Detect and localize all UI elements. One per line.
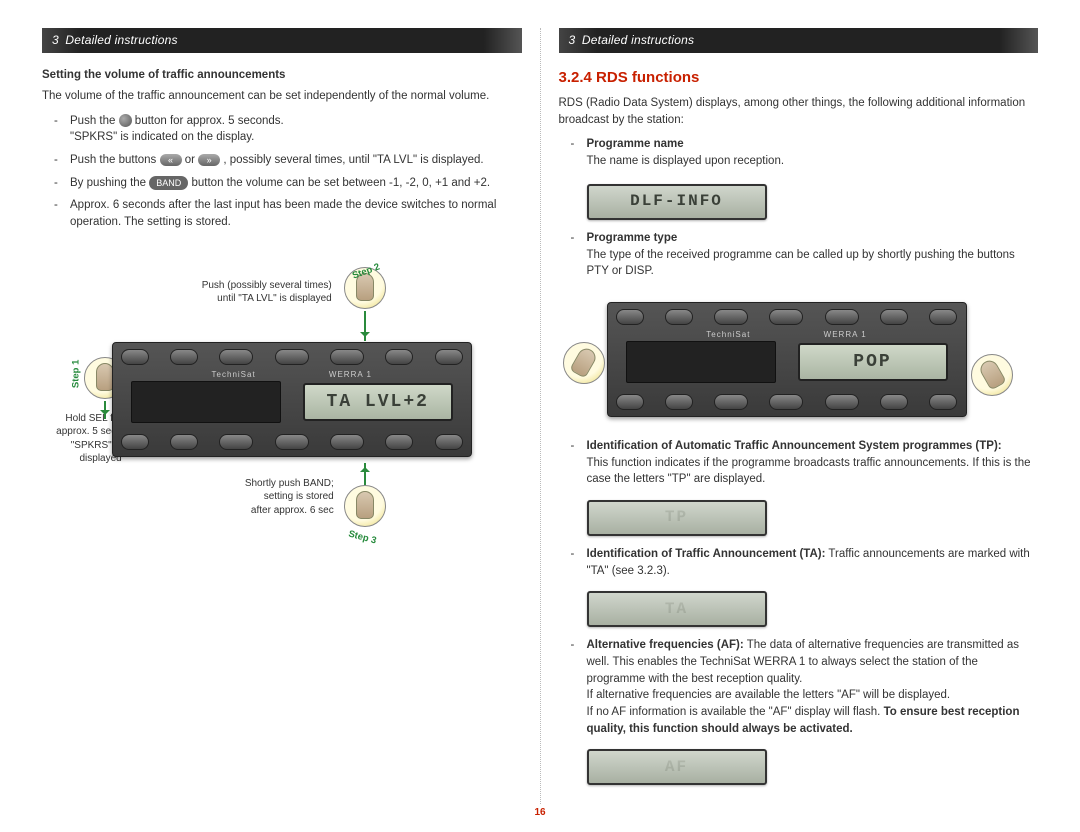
lcd-display-blank: AF — [587, 749, 767, 785]
af-label: Alternative frequencies (AF): — [587, 639, 744, 651]
rds-list: Programme type The type of the received … — [559, 230, 1039, 286]
caption-line: Hold SEL for — [44, 412, 122, 426]
progtype-text: The type of the received programme can b… — [587, 249, 1015, 278]
af-text3: If no AF information is available the "A… — [587, 706, 884, 718]
list-item: Programme type The type of the received … — [577, 230, 1039, 280]
caption-line: approx. 5 sec.; — [44, 425, 122, 439]
tp-text: This function indicates if the programme… — [587, 457, 1031, 486]
radio-device-illustration: TechniSat WERRA 1 POP — [607, 302, 967, 417]
subheading: Setting the volume of traffic announceme… — [42, 67, 522, 84]
rds-list: Alternative frequencies (AF): The data o… — [559, 637, 1039, 743]
lcd-display-blank: TP — [587, 500, 767, 536]
lcd-display-blank: TA — [587, 591, 767, 627]
prev-button-icon: « — [160, 154, 182, 166]
arrow-icon — [364, 311, 366, 341]
cassette-slot-icon — [626, 341, 776, 383]
caption-line: Shortly push BAND; — [164, 477, 334, 491]
intro-text: The volume of the traffic announcement c… — [42, 88, 522, 105]
model-label: WERRA 1 — [329, 370, 372, 379]
right-column: 3 Detailed instructions 3.2.4 RDS functi… — [541, 28, 1057, 804]
progname-text: The name is displayed upon reception. — [587, 155, 785, 167]
radio-device-illustration: TechniSat WERRA 1 TA LVL+2 — [112, 342, 472, 457]
rds-list: Programme name The name is displayed upo… — [559, 136, 1039, 175]
list-item: Programme name The name is displayed upo… — [577, 136, 1039, 169]
progtype-label: Programme type — [587, 232, 678, 244]
tp-label: Identification of Automatic Traffic Anno… — [587, 440, 1002, 452]
list-item: By pushing the BAND button the volume ca… — [60, 175, 522, 192]
lcd-text: DLF-INFO — [630, 190, 723, 213]
arrow-icon — [364, 463, 366, 485]
list-item: Alternative frequencies (AF): The data o… — [577, 637, 1039, 737]
lcd-display: TA LVL+2 — [303, 383, 453, 421]
band-button-icon: BAND — [149, 176, 188, 190]
caption-line: Push (possibly several times) — [142, 279, 332, 293]
rds-device-diagram: TechniSat WERRA 1 POP — [553, 296, 1023, 426]
list-item: Push the buttons « or » , possibly sever… — [60, 152, 522, 169]
caption-line: displayed — [44, 452, 122, 466]
lcd-display: DLF-INFO — [587, 184, 767, 220]
page-number: 16 — [534, 806, 545, 821]
arrow-icon — [104, 401, 106, 419]
section-number: 3 — [52, 33, 59, 47]
section-number: 3 — [569, 33, 576, 47]
instruction-list: Push the button for approx. 5 seconds. "… — [42, 113, 522, 237]
page-spread: 3 Detailed instructions Setting the volu… — [24, 28, 1056, 804]
header-bar-right: 3 Detailed instructions — [559, 28, 1039, 53]
list-item: Push the button for approx. 5 seconds. "… — [60, 113, 522, 146]
lcd-text: TA LVL+2 — [327, 389, 429, 415]
section-title: Detailed instructions — [582, 33, 694, 47]
left-column: 3 Detailed instructions Setting the volu… — [24, 28, 541, 804]
caption-line: "SPKRS" is — [44, 439, 122, 453]
caption-line: setting is stored — [164, 490, 334, 504]
finger-icon — [971, 354, 1007, 404]
lcd-display: POP — [798, 343, 948, 381]
cassette-slot-icon — [131, 381, 281, 423]
next-button-icon: » — [198, 154, 220, 166]
rds-list: Identification of Automatic Traffic Anno… — [559, 438, 1039, 494]
model-label: WERRA 1 — [824, 330, 867, 339]
rds-section-title: 3.2.4 RDS functions — [559, 67, 1039, 89]
ta-label: Identification of Traffic Announcement (… — [587, 548, 826, 560]
rds-list: Identification of Traffic Announcement (… — [559, 546, 1039, 585]
list-item: Approx. 6 seconds after the last input h… — [60, 197, 522, 230]
finger-icon — [563, 342, 599, 392]
brand-label: TechniSat — [212, 370, 256, 379]
caption-line: after approx. 6 sec — [164, 504, 334, 518]
sel-button-icon — [119, 114, 132, 127]
af-text2: If alternative frequencies are available… — [587, 689, 951, 701]
progname-label: Programme name — [587, 138, 684, 150]
caption-line: until "TA LVL" is displayed — [142, 292, 332, 306]
list-item: Identification of Automatic Traffic Anno… — [577, 438, 1039, 488]
lcd-text: POP — [853, 349, 891, 375]
list-item: Identification of Traffic Announcement (… — [577, 546, 1039, 579]
brand-label: TechniSat — [706, 330, 750, 339]
header-bar-left: 3 Detailed instructions — [42, 28, 522, 53]
step-label: Step 1 — [69, 359, 83, 388]
section-title: Detailed instructions — [65, 33, 177, 47]
instruction-diagram: Push (possibly several times) until "TA … — [72, 267, 492, 557]
rds-intro: RDS (Radio Data System) displays, among … — [559, 95, 1039, 128]
